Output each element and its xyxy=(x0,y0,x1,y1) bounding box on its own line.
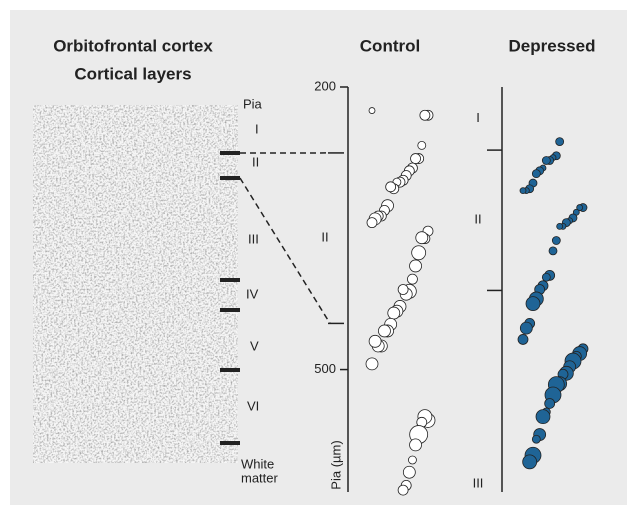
layer-label: I xyxy=(255,121,259,136)
panel-title: Cortical layers xyxy=(74,64,191,83)
y-axis-label: Pia (µm) xyxy=(328,440,343,489)
layer-label: V xyxy=(250,338,259,353)
data-point xyxy=(525,296,541,312)
layer-label: IV xyxy=(246,286,259,301)
data-point xyxy=(397,284,409,295)
data-point xyxy=(419,109,431,121)
panel-title: Orbitofrontal cortex xyxy=(53,36,213,55)
data-point xyxy=(378,324,391,338)
data-point xyxy=(409,438,422,452)
layer-label: II xyxy=(252,154,259,169)
data-point xyxy=(365,357,379,371)
data-point xyxy=(368,334,382,348)
data-point xyxy=(410,153,421,164)
layer-mapping xyxy=(239,177,331,324)
data-point xyxy=(531,434,541,444)
data-point xyxy=(519,187,527,195)
data-point xyxy=(417,140,427,150)
series-title: Depressed xyxy=(509,36,596,55)
data-point xyxy=(402,465,416,479)
y-tick-label: 500 xyxy=(314,361,336,376)
data-point xyxy=(519,321,533,335)
y-tick-label: 200 xyxy=(314,78,336,93)
data-point xyxy=(408,455,417,465)
data-point xyxy=(551,236,561,245)
data-point xyxy=(531,169,541,179)
data-point xyxy=(385,181,397,193)
layer-label: Pia xyxy=(243,96,263,111)
histology-texture xyxy=(33,105,238,463)
layer-label: White xyxy=(241,456,274,471)
data-point xyxy=(541,156,551,165)
layer-label: matter xyxy=(241,470,279,485)
layer-label: II xyxy=(474,212,481,227)
data-point xyxy=(517,334,529,345)
data-point xyxy=(522,454,538,470)
layer-label: VI xyxy=(247,398,259,413)
series-title: Control xyxy=(360,36,420,55)
data-point xyxy=(407,273,418,285)
layer-marks xyxy=(220,151,240,445)
data-point xyxy=(368,107,376,114)
layer-label: I xyxy=(476,110,480,125)
layer-label: III xyxy=(473,475,484,490)
data-point xyxy=(535,409,551,425)
data-point xyxy=(555,137,565,147)
data-point xyxy=(411,245,427,261)
data-point xyxy=(556,222,564,230)
data-point xyxy=(397,484,409,496)
layer-label: II xyxy=(321,230,328,245)
data-point xyxy=(415,231,429,245)
data-point xyxy=(366,217,378,229)
data-point xyxy=(541,272,551,282)
data-point xyxy=(409,259,422,273)
data-point xyxy=(576,204,584,211)
data-point xyxy=(387,306,401,320)
layer-label: III xyxy=(248,231,259,246)
data-point xyxy=(544,398,556,409)
data-point xyxy=(548,246,558,256)
